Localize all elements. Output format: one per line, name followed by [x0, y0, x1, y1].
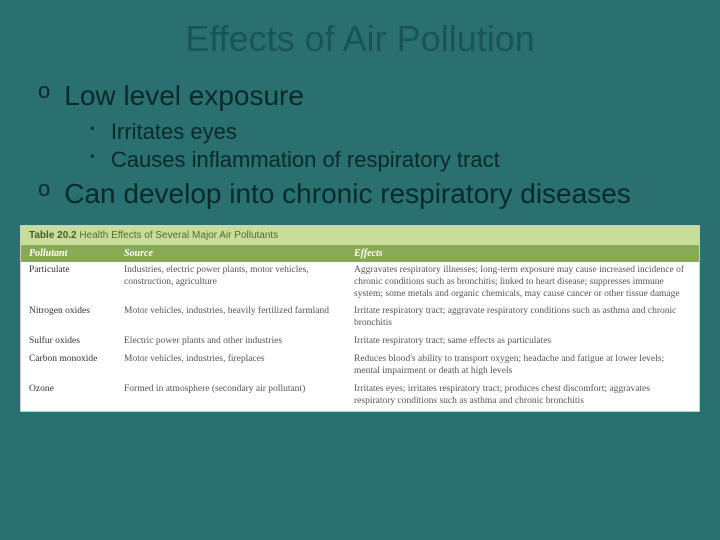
bullet-text: Can develop into chronic respiratory dis… [64, 176, 631, 211]
cell-effects: Irritate respiratory tract; same effects… [354, 336, 691, 348]
table-row: Particulate Industries, electric power p… [21, 262, 699, 304]
bullet-marker: o [38, 78, 50, 104]
cell-pollutant: Nitrogen oxides [29, 306, 124, 330]
cell-source: Motor vehicles, industries, fireplaces [124, 354, 354, 378]
slide-title: Effects of Air Pollution [30, 18, 690, 60]
table-caption-prefix: Table 20.2 [29, 230, 77, 241]
table-row: Carbon monoxide Motor vehicles, industri… [21, 351, 699, 381]
table-header-effects: Effects [354, 248, 691, 259]
sub-bullet-marker: • [90, 119, 95, 141]
cell-effects: Reduces blood's ability to transport oxy… [354, 354, 691, 378]
cell-source: Motor vehicles, industries, heavily fert… [124, 306, 354, 330]
cell-source: Industries, electric power plants, motor… [124, 265, 354, 301]
table-caption-text: Health Effects of Several Major Air Poll… [79, 230, 278, 241]
bullet-item: o Low level exposure [30, 78, 690, 113]
bullet-text: Low level exposure [64, 78, 304, 113]
cell-pollutant: Ozone [29, 384, 124, 408]
bullet-marker: o [38, 176, 50, 202]
table-header-pollutant: Pollutant [29, 248, 124, 259]
health-effects-table: Table 20.2 Health Effects of Several Maj… [20, 225, 700, 412]
table-header-row: Pollutant Source Effects [21, 245, 699, 262]
cell-source: Formed in atmosphere (secondary air poll… [124, 384, 354, 408]
slide-container: Effects of Air Pollution o Low level exp… [0, 0, 720, 540]
table-row: Nitrogen oxides Motor vehicles, industri… [21, 303, 699, 333]
cell-effects: Irritates eyes; irritates respiratory tr… [354, 384, 691, 408]
cell-effects: Irritate respiratory tract; aggravate re… [354, 306, 691, 330]
sub-bullet-text: Irritates eyes [111, 119, 237, 145]
cell-effects: Aggravates respiratory illnesses; long-t… [354, 265, 691, 301]
sub-bullet-item: • Irritates eyes [90, 119, 690, 145]
cell-pollutant: Carbon monoxide [29, 354, 124, 378]
cell-source: Electric power plants and other industri… [124, 336, 354, 348]
sub-bullet-marker: • [90, 147, 95, 169]
bullet-item: o Can develop into chronic respiratory d… [30, 176, 690, 211]
sub-bullet-text: Causes inflammation of respiratory tract [111, 147, 500, 173]
table-header-source: Source [124, 248, 354, 259]
table-row: Ozone Formed in atmosphere (secondary ai… [21, 381, 699, 411]
cell-pollutant: Particulate [29, 265, 124, 301]
cell-pollutant: Sulfur oxides [29, 336, 124, 348]
sub-bullet-item: • Causes inflammation of respiratory tra… [90, 147, 690, 173]
table-row: Sulfur oxides Electric power plants and … [21, 333, 699, 351]
table-caption: Table 20.2 Health Effects of Several Maj… [21, 226, 699, 245]
